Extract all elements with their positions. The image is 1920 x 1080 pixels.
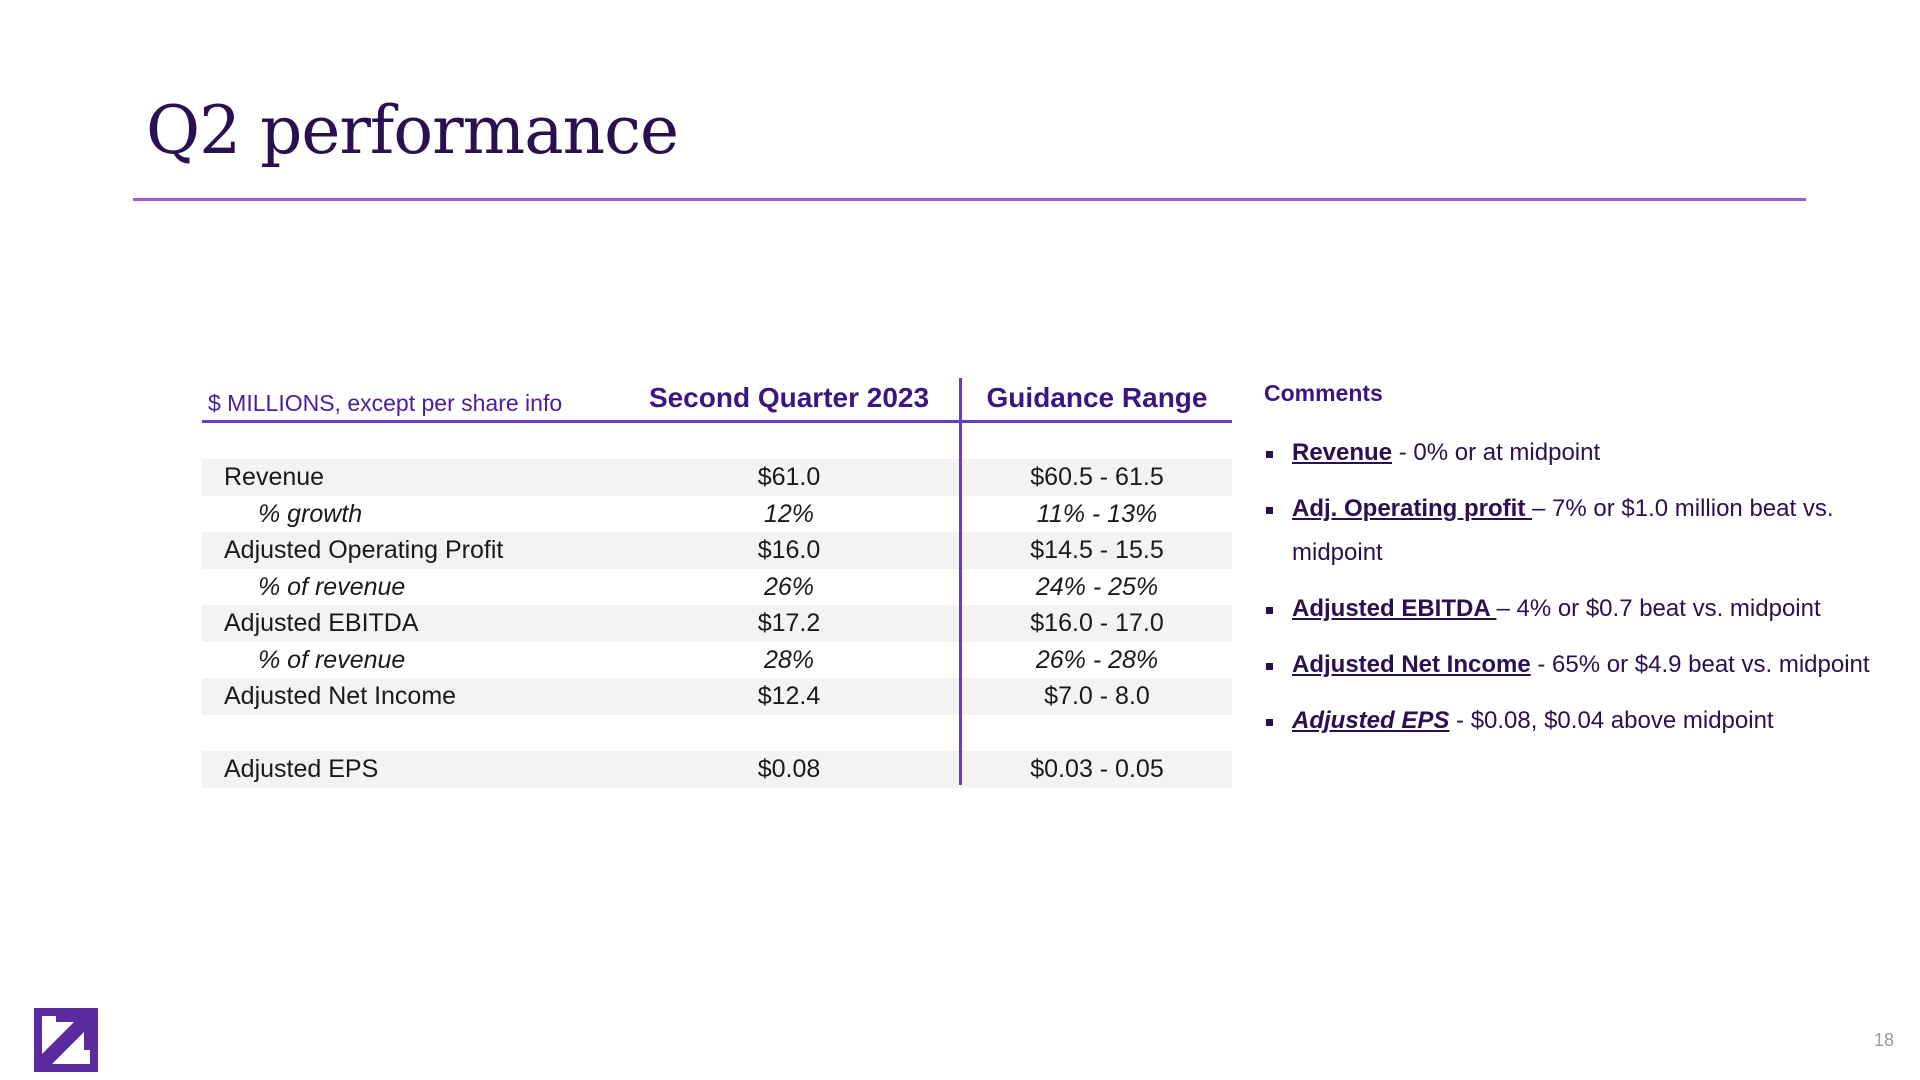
row-q2-value: $17.2 (757, 609, 821, 637)
row-label: Adjusted EPS (224, 755, 379, 783)
table-row-adj-net-income: Adjusted Net Income $12.4 $7.0 - 8.0 (202, 678, 1232, 715)
table-row-revenue: Revenue $61.0 $60.5 - 61.5 (202, 459, 1232, 496)
row-guidance-value: 24% - 25% (1035, 572, 1159, 601)
comment-item-operating-profit: Adj. Operating profit – 7% or $1.0 milli… (1264, 487, 1884, 575)
comments-panel: Comments Revenue - 0% or at midpoint Adj… (1264, 380, 1884, 755)
row-guidance-value: $14.5 - 15.5 (1030, 536, 1164, 564)
table-spacer-row (202, 715, 1232, 752)
page-number: 18 (1873, 1030, 1894, 1050)
arrow-logo-icon (34, 1008, 98, 1072)
row-q2-value: $61.0 (757, 463, 821, 491)
row-guidance-value: $0.03 - 0.05 (1030, 755, 1164, 783)
comment-item-revenue: Revenue - 0% or at midpoint (1264, 431, 1884, 475)
row-label: Adjusted EBITDA (224, 609, 419, 637)
row-label: % of revenue (258, 572, 406, 601)
row-label: Adjusted Operating Profit (224, 536, 504, 564)
table-row-adj-ebitda: Adjusted EBITDA $17.2 $16.0 - 17.0 (202, 605, 1232, 642)
table-row-ebitda-margin: % of revenue 28% 26% - 28% (202, 642, 1232, 679)
row-label: Revenue (224, 463, 325, 491)
row-guidance-value: $7.0 - 8.0 (1044, 682, 1150, 710)
table-header: $ MILLIONS, except per share info Second… (202, 378, 1232, 423)
comment-item-net-income: Adjusted Net Income - 65% or $4.9 beat v… (1264, 643, 1884, 687)
table-body: Revenue $61.0 $60.5 - 61.5 % growth 12% … (202, 459, 1232, 788)
comment-text: – 7% or $1.0 million beat vs. midpoint (1292, 495, 1834, 566)
page-title: Q2 performance (146, 92, 679, 169)
comment-text: - 0% or at midpoint (1392, 439, 1601, 466)
title-divider (133, 198, 1806, 201)
row-q2-value: $16.0 (757, 536, 821, 564)
row-q2-value: 26% (763, 572, 815, 601)
comment-text: – 4% or $0.7 beat vs. midpoint (1496, 595, 1821, 622)
row-guidance-value: $60.5 - 61.5 (1030, 463, 1164, 491)
column-divider (959, 378, 962, 785)
row-guidance-value: 11% - 13% (1036, 499, 1158, 528)
table-row-adj-operating-profit: Adjusted Operating Profit $16.0 $14.5 - … (202, 532, 1232, 569)
row-q2-value: $0.08 (757, 755, 821, 783)
header-second-quarter: Second Quarter 2023 (648, 382, 930, 413)
row-q2-value: 28% (763, 645, 815, 674)
header-guidance-range: Guidance Range (986, 382, 1208, 413)
row-q2-value: 12% (763, 499, 815, 528)
comment-key: Adjusted EBITDA (1292, 595, 1497, 622)
row-label: % growth (258, 499, 363, 528)
table-row-growth: % growth 12% 11% - 13% (202, 496, 1232, 533)
row-q2-value: $12.4 (757, 682, 821, 710)
row-guidance-value: 26% - 28% (1035, 645, 1159, 674)
row-guidance-value: $16.0 - 17.0 (1030, 609, 1164, 637)
row-label: % of revenue (258, 645, 406, 674)
row-label: Adjusted Net Income (224, 682, 457, 710)
table-row-adj-eps: Adjusted EPS $0.08 $0.03 - 0.05 (202, 751, 1232, 788)
comment-key: Adj. Operating profit (1292, 495, 1532, 522)
table-row-op-margin: % of revenue 26% 24% - 25% (202, 569, 1232, 606)
header-units-label: $ MILLIONS, except per share info (208, 390, 563, 416)
comment-key: Adjusted EPS (1292, 707, 1450, 734)
comment-text: - $0.08, $0.04 above midpoint (1449, 707, 1774, 734)
comment-item-ebitda: Adjusted EBITDA – 4% or $0.7 beat vs. mi… (1264, 587, 1884, 631)
performance-table: $ MILLIONS, except per share info Second… (202, 378, 1232, 788)
comment-text: - 65% or $4.9 beat vs. midpoint (1530, 651, 1870, 678)
comment-item-eps: Adjusted EPS - $0.08, $0.04 above midpoi… (1264, 699, 1884, 743)
comments-heading: Comments (1264, 380, 1383, 406)
comment-key: Revenue (1292, 439, 1393, 466)
comment-key: Adjusted Net Income (1292, 651, 1531, 678)
